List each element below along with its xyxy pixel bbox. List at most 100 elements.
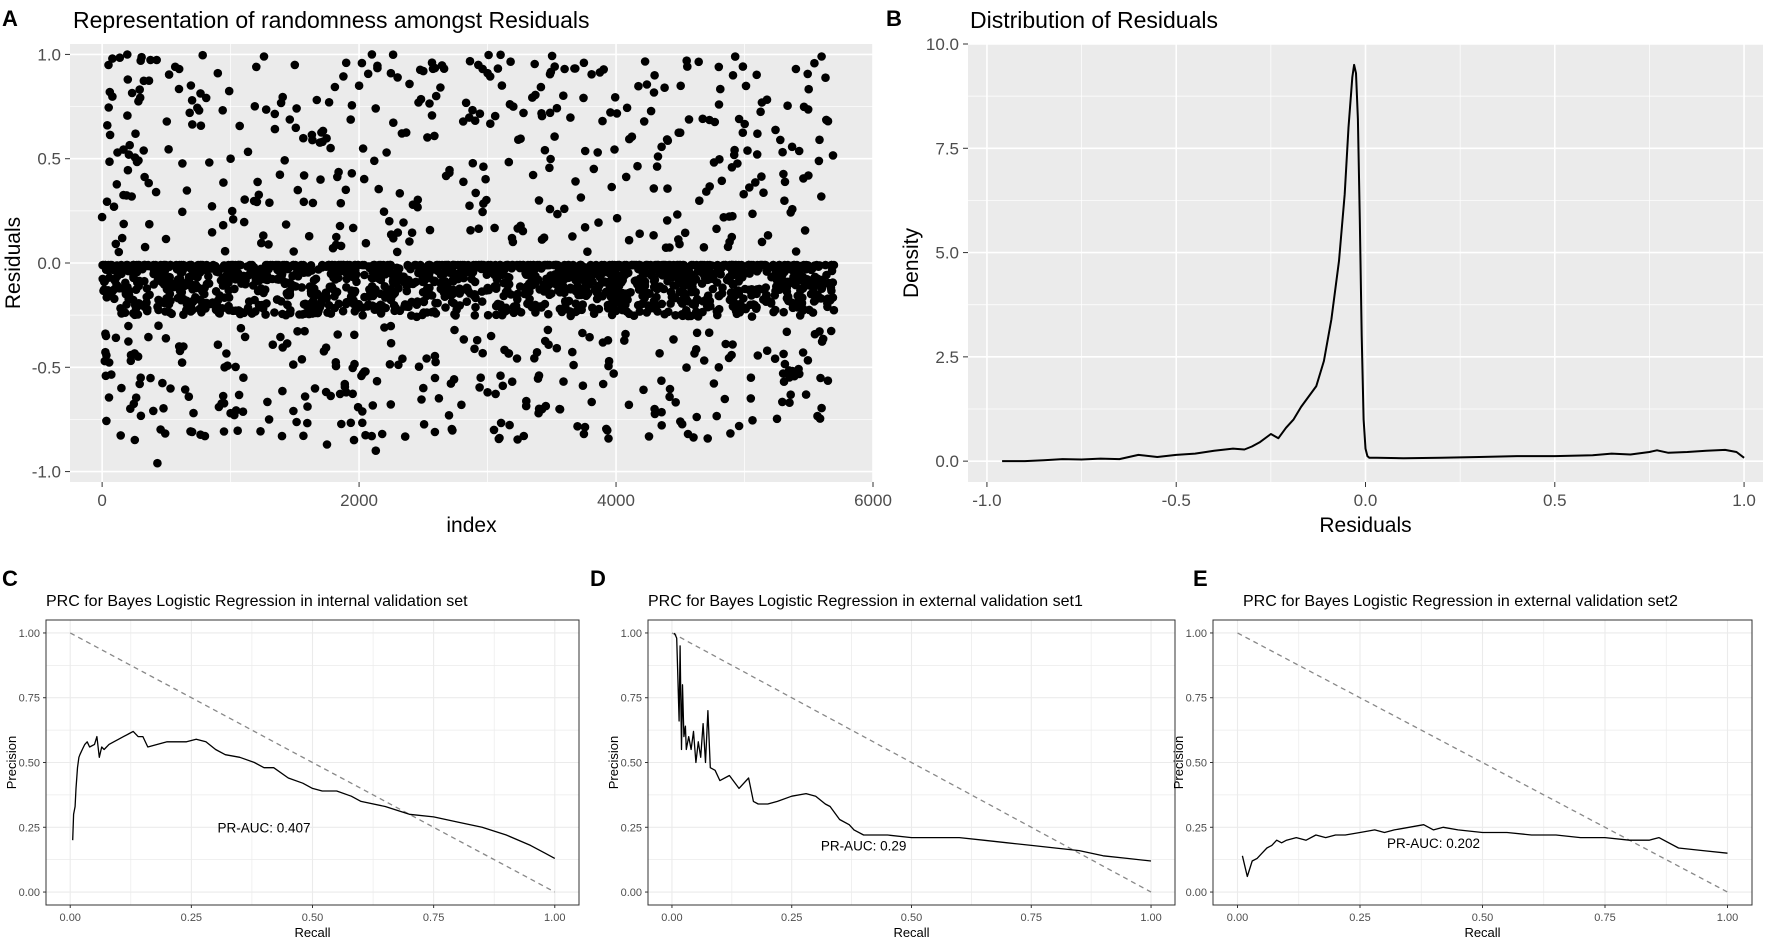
data-point — [125, 140, 134, 150]
data-point — [371, 104, 381, 113]
data-point — [419, 420, 429, 429]
data-point — [380, 323, 389, 332]
data-point — [224, 86, 234, 96]
data-point — [380, 282, 390, 291]
data-point — [471, 302, 480, 312]
data-point — [478, 207, 487, 217]
data-point — [684, 115, 694, 124]
data-point — [101, 331, 111, 341]
data-point — [476, 260, 486, 270]
data-point — [669, 335, 678, 344]
data-point — [239, 373, 248, 383]
data-point — [571, 177, 580, 186]
data-point — [547, 51, 557, 61]
data-point — [154, 321, 163, 331]
data-point — [104, 60, 113, 70]
data-point — [661, 243, 671, 252]
data-point — [698, 297, 708, 306]
data-point — [185, 108, 194, 118]
data-point — [748, 209, 757, 219]
data-point — [217, 304, 227, 313]
data-point — [160, 267, 169, 277]
data-point — [610, 93, 620, 102]
data-point — [354, 81, 364, 90]
data-point — [218, 106, 227, 115]
data-point — [702, 267, 712, 276]
data-point — [360, 270, 369, 280]
data-point — [394, 360, 403, 370]
data-point — [673, 210, 682, 219]
data-point — [124, 150, 134, 159]
data-point — [139, 146, 148, 155]
data-point — [483, 283, 493, 293]
data-point — [436, 284, 446, 294]
data-point — [270, 109, 280, 119]
data-point — [649, 231, 658, 240]
data-point — [581, 278, 590, 287]
data-point — [753, 129, 762, 138]
data-point — [262, 299, 271, 308]
data-point — [827, 266, 837, 276]
data-point — [200, 431, 210, 441]
data-point — [436, 83, 445, 92]
data-point — [348, 389, 358, 399]
data-point — [240, 332, 250, 342]
data-point — [228, 215, 238, 224]
data-point — [186, 81, 196, 90]
data-point — [709, 379, 719, 388]
data-point — [123, 50, 132, 59]
data-point — [177, 358, 187, 367]
data-point — [736, 270, 745, 280]
y-tick-label: 7.5 — [935, 139, 959, 158]
data-point — [703, 434, 712, 443]
data-point — [683, 429, 693, 439]
data-point — [184, 392, 194, 402]
data-point — [459, 335, 469, 344]
data-point — [414, 362, 424, 372]
data-point — [581, 291, 591, 301]
data-point — [146, 373, 155, 383]
data-point — [215, 264, 225, 274]
data-point — [350, 307, 360, 316]
panel-letter: C — [2, 566, 18, 591]
data-point — [570, 64, 579, 73]
data-point — [688, 283, 697, 292]
data-point — [304, 309, 314, 319]
data-point — [259, 231, 268, 240]
data-point — [743, 146, 752, 155]
x-tick-label: 0.75 — [1594, 912, 1615, 924]
data-point — [778, 147, 787, 157]
data-point — [129, 399, 139, 409]
data-point — [557, 307, 567, 317]
data-point — [285, 115, 295, 124]
data-point — [679, 282, 688, 292]
data-point — [226, 154, 235, 163]
data-point — [273, 295, 282, 304]
data-point — [419, 296, 428, 306]
data-point — [450, 260, 460, 270]
data-point — [254, 190, 264, 200]
data-point — [663, 184, 672, 193]
data-point — [443, 278, 452, 288]
data-point — [714, 363, 724, 372]
data-point — [583, 247, 592, 256]
data-point — [373, 264, 382, 274]
data-point — [330, 82, 340, 92]
data-point — [251, 62, 261, 72]
data-point — [746, 287, 756, 296]
data-point — [732, 307, 741, 316]
data-point — [516, 221, 525, 231]
data-point — [243, 147, 253, 157]
data-point — [152, 262, 162, 272]
data-point — [304, 231, 314, 241]
data-point — [545, 163, 554, 173]
data-point — [448, 426, 457, 435]
panel-letter: E — [1193, 566, 1208, 591]
data-point — [152, 55, 161, 65]
data-point — [607, 305, 616, 314]
data-point — [483, 68, 492, 78]
panel-letter: D — [590, 566, 606, 591]
data-point — [602, 424, 611, 434]
data-point — [253, 177, 262, 187]
data-point — [300, 392, 310, 401]
